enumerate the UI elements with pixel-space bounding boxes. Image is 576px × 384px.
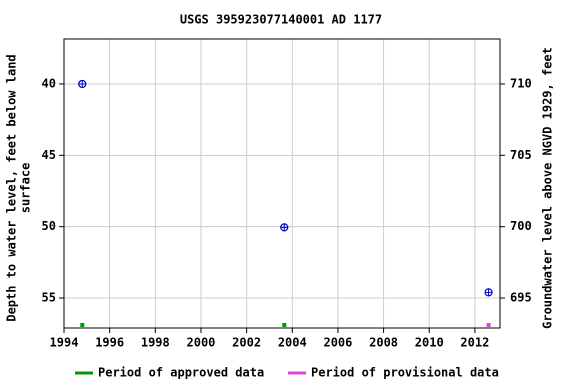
y-tick-label: 55: [42, 291, 56, 305]
legend-label: Period of approved data: [98, 366, 264, 380]
data-point: [484, 288, 493, 297]
x-tick-label: 1996: [95, 336, 124, 350]
period-marker: [80, 323, 85, 327]
x-tick-label: 1994: [50, 336, 79, 350]
period-marker: [282, 323, 287, 327]
y-tick-label: 40: [42, 76, 56, 90]
point-cross: [78, 79, 87, 88]
point-cross: [484, 288, 493, 297]
x-tick-label: 2012: [460, 336, 489, 350]
y2-tick-label: 710: [510, 76, 532, 90]
x-tick-label: 2004: [278, 336, 307, 350]
x-tick-label: 2008: [369, 336, 398, 350]
y-tick-label: 50: [42, 219, 56, 233]
data-point: [280, 223, 289, 232]
point-cross: [280, 223, 289, 232]
data-point: [78, 79, 87, 89]
x-tick-label: 2002: [232, 336, 261, 350]
y2-axis-label: Groundwater level above NGVD 1929, feet: [541, 47, 555, 329]
legend-label: Period of provisional data: [311, 366, 499, 380]
x-tick-label: 2006: [323, 336, 352, 350]
y2-tick-label: 705: [510, 148, 532, 162]
y-tick-label: 45: [42, 148, 56, 162]
y-axis-label: Depth to water level, feet below land: [5, 54, 19, 321]
y-axis-label: surface: [19, 163, 33, 214]
y2-tick-label: 695: [510, 291, 532, 305]
y2-tick-label: 700: [510, 219, 532, 233]
plot-frame: [63, 38, 501, 329]
period-marker: [486, 323, 491, 327]
chart-title: USGS 395923077140001 AD 1177: [180, 13, 382, 27]
x-tick-label: 1998: [141, 336, 170, 350]
x-tick-label: 2000: [187, 336, 216, 350]
x-tick-label: 2010: [415, 336, 444, 350]
